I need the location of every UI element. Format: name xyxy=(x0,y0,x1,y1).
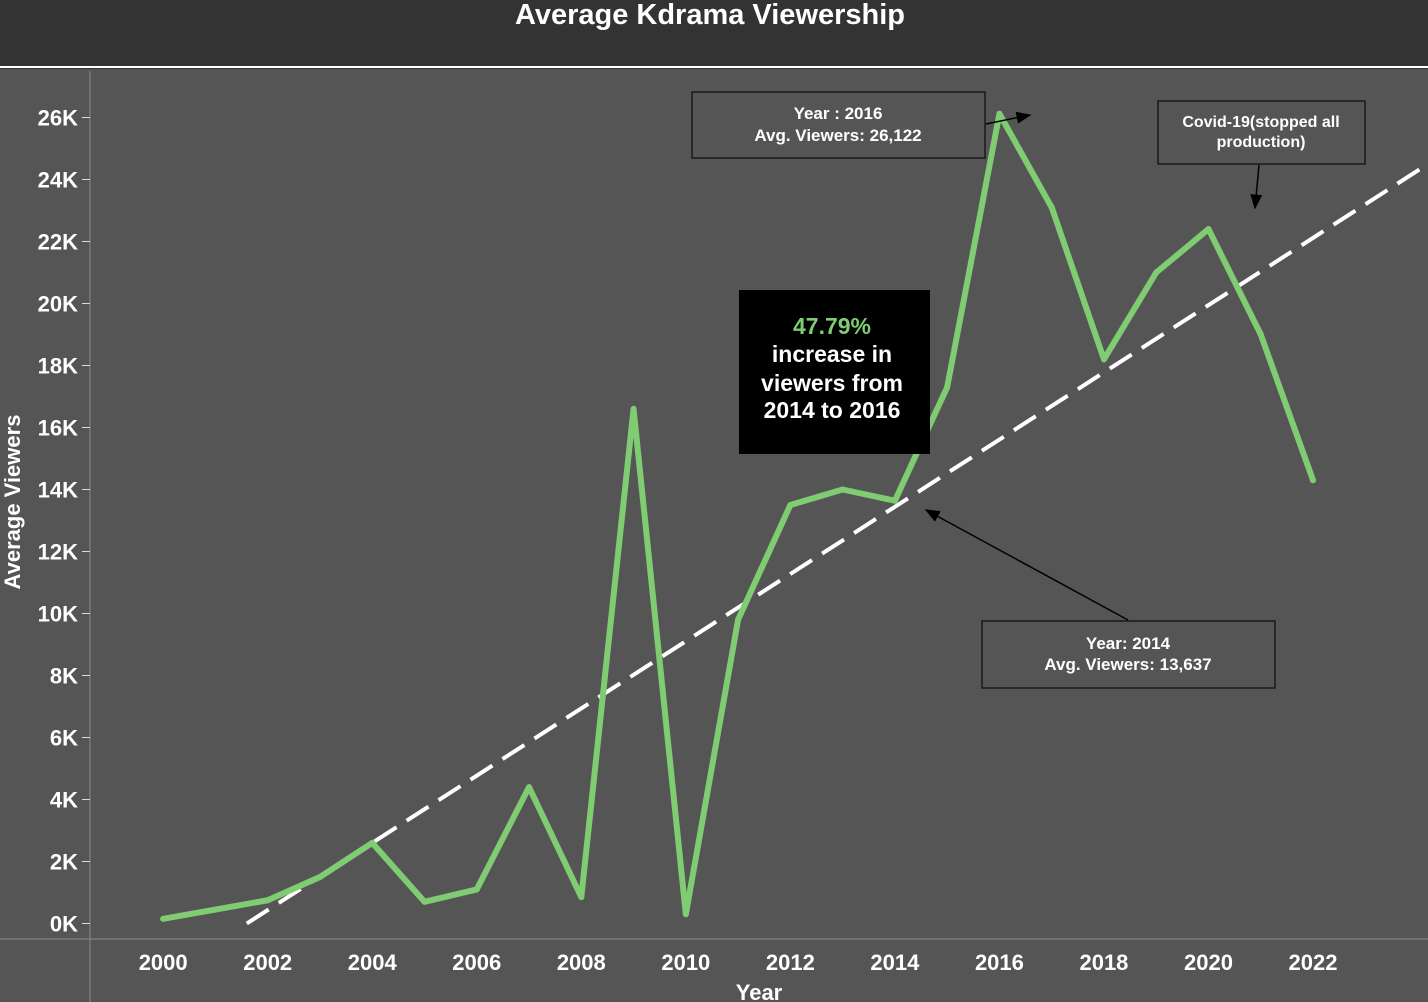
data-point xyxy=(1048,204,1055,211)
annotation-2014-line1: Year: 2014 xyxy=(1086,634,1171,653)
y-tick-label: 10K xyxy=(38,602,78,627)
data-point xyxy=(630,405,637,412)
data-point xyxy=(735,616,742,623)
data-point xyxy=(578,894,585,901)
y-tick-label: 12K xyxy=(38,540,78,565)
x-tick-label: 2014 xyxy=(870,950,920,975)
y-tick-label: 16K xyxy=(38,416,78,441)
data-point xyxy=(1310,477,1317,484)
data-point xyxy=(212,906,219,913)
x-tick-label: 2004 xyxy=(348,950,398,975)
x-tick-label: 2000 xyxy=(139,950,188,975)
x-axis-label: Year xyxy=(736,980,783,1002)
y-tick-label: 0K xyxy=(50,912,78,937)
data-point xyxy=(1153,269,1160,276)
y-tick-label: 20K xyxy=(38,292,78,317)
callout-percent: 47.79% xyxy=(793,313,871,339)
y-tick-label: 22K xyxy=(38,230,78,255)
annotation-2016-line2: Avg. Viewers: 26,122 xyxy=(754,126,921,145)
data-point xyxy=(787,502,794,508)
annotation-2016-line1: Year : 2016 xyxy=(794,104,883,123)
y-tick-label: 18K xyxy=(38,354,78,379)
x-tick-label: 2008 xyxy=(557,950,606,975)
y-tick-label: 6K xyxy=(50,726,78,751)
y-tick-label: 26K xyxy=(38,106,78,131)
x-tick-label: 2016 xyxy=(975,950,1024,975)
callout-line-3: 2014 to 2016 xyxy=(764,397,901,423)
data-point xyxy=(996,110,1003,117)
data-point xyxy=(1100,356,1107,363)
data-point xyxy=(160,915,167,922)
data-point xyxy=(421,898,428,905)
data-point xyxy=(473,886,480,893)
y-tick-label: 2K xyxy=(50,850,78,875)
data-point xyxy=(316,874,323,880)
x-tick-label: 2002 xyxy=(243,950,292,975)
annotation-covid-arrow xyxy=(1250,164,1263,210)
y-tick-label: 8K xyxy=(50,664,78,689)
data-points xyxy=(160,110,1317,922)
trend-line xyxy=(245,162,1428,926)
x-tick-label: 2022 xyxy=(1289,950,1338,975)
y-axis-ticks: 0K 2K 4K 6K 8K 10K 12K 14K 16K 18K 20K 22K 24K 26K xyxy=(38,106,90,937)
data-point xyxy=(682,911,689,918)
x-tick-label: 2012 xyxy=(766,950,815,975)
plot-area xyxy=(90,71,1428,939)
callout-line-1: increase in xyxy=(772,341,892,367)
annotation-covid: Covid-19(stopped all production) xyxy=(1157,100,1366,210)
y-tick-label: 14K xyxy=(38,478,78,503)
data-point xyxy=(1257,331,1264,338)
x-tick-label: 2010 xyxy=(661,950,710,975)
annotation-2016-arrow xyxy=(985,111,1032,125)
data-point xyxy=(1205,226,1212,233)
data-point xyxy=(944,384,951,391)
annotation-2014: Year: 2014 Avg. Viewers: 13,637 xyxy=(924,509,1276,689)
data-point xyxy=(264,897,271,904)
callout-line-2: viewers from xyxy=(761,370,903,396)
increase-callout: 47.79% increase in viewers from 2014 to … xyxy=(739,290,930,454)
annotation-covid-line1: Covid-19(stopped all xyxy=(1182,114,1339,131)
title-bar xyxy=(0,0,1428,66)
data-point xyxy=(891,497,898,504)
y-tick-label: 24K xyxy=(38,168,78,193)
y-tick-label: 4K xyxy=(50,788,78,813)
annotation-2014-arrow xyxy=(924,509,1129,621)
annotation-2014-line2: Avg. Viewers: 13,637 xyxy=(1044,655,1211,674)
x-tick-label: 2018 xyxy=(1079,950,1128,975)
annotation-covid-line2: production) xyxy=(1217,134,1306,151)
annotation-2016: Year : 2016 Avg. Viewers: 26,122 xyxy=(691,91,1032,159)
data-point xyxy=(526,784,533,791)
chart-title: Average Kdrama Viewership xyxy=(515,0,905,31)
x-axis-ticks: 2000 2002 2004 2006 2008 2010 2012 2014 2016 2018… xyxy=(139,950,1338,975)
x-tick-label: 2006 xyxy=(452,950,501,975)
y-axis-label: Average Viewers xyxy=(0,415,25,590)
data-point xyxy=(839,486,846,493)
data-point xyxy=(369,839,376,846)
x-tick-label: 2020 xyxy=(1184,950,1233,975)
